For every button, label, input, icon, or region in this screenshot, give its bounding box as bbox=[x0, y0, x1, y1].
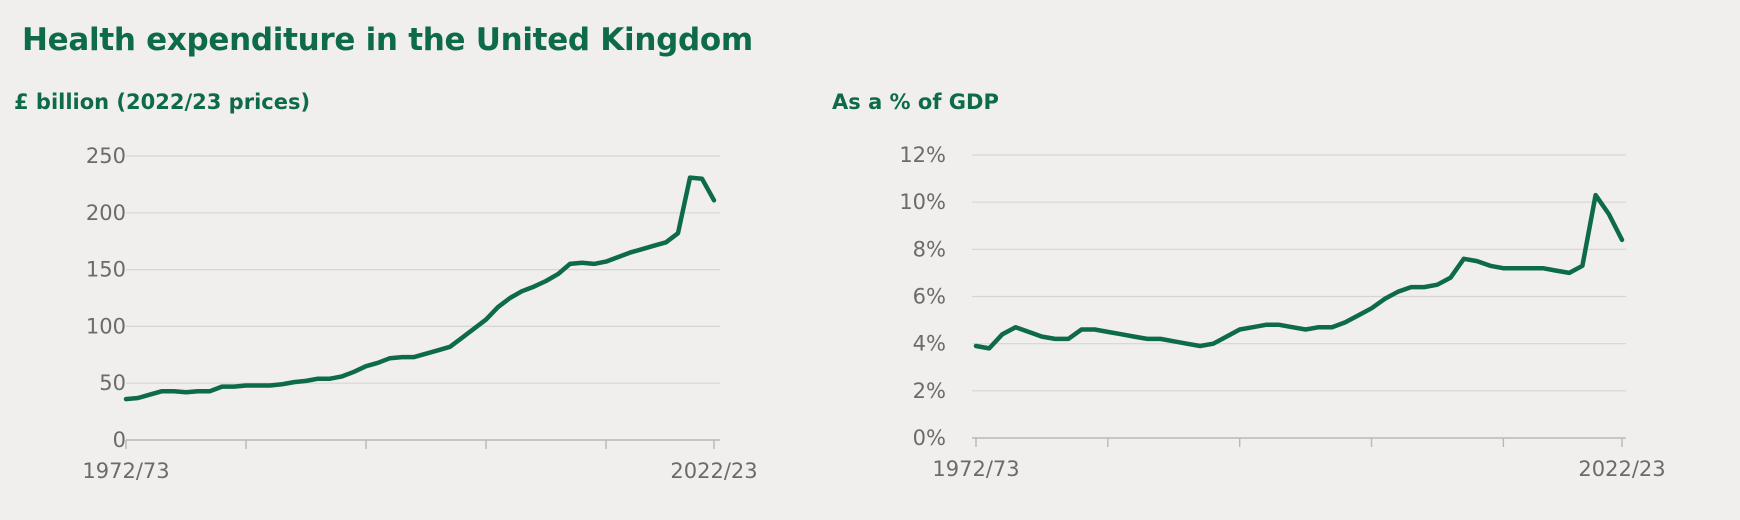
left-y-tick-label: 150 bbox=[86, 258, 126, 282]
right-chart-title: As a % of GDP bbox=[832, 90, 999, 114]
right-y-tick-label: 4% bbox=[913, 332, 946, 356]
right-x-tick-label: 2022/23 bbox=[1578, 457, 1665, 481]
left-y-tick-label: 100 bbox=[86, 314, 126, 338]
right-x-tick-label: 1972/73 bbox=[932, 457, 1019, 481]
left-y-tick-label: 200 bbox=[86, 201, 126, 225]
left-y-tick-label: 50 bbox=[99, 371, 126, 395]
spending-billion-chart: 0 50 100 150 200 250 1972/73 2022/23 bbox=[82, 144, 757, 483]
right-y-tick-label: 12% bbox=[899, 143, 946, 167]
page-title: Health expenditure in the United Kingdom bbox=[22, 22, 753, 58]
left-x-tick-label: 1972/73 bbox=[82, 459, 169, 483]
right-series-line bbox=[973, 192, 1625, 351]
left-x-tick-label: 2022/23 bbox=[670, 459, 757, 483]
right-y-tick-label: 2% bbox=[913, 379, 946, 403]
left-series-line bbox=[123, 175, 717, 402]
left-y-tick-label: 250 bbox=[86, 144, 126, 168]
right-y-tick-label: 6% bbox=[913, 285, 946, 309]
left-y-tick-label: 0 bbox=[113, 428, 126, 452]
left-chart-title: £ billion (2022/23 prices) bbox=[14, 90, 311, 114]
right-y-tick-label: 0% bbox=[913, 426, 946, 450]
right-y-tick-label: 10% bbox=[899, 190, 946, 214]
right-y-tick-label: 8% bbox=[913, 237, 946, 261]
